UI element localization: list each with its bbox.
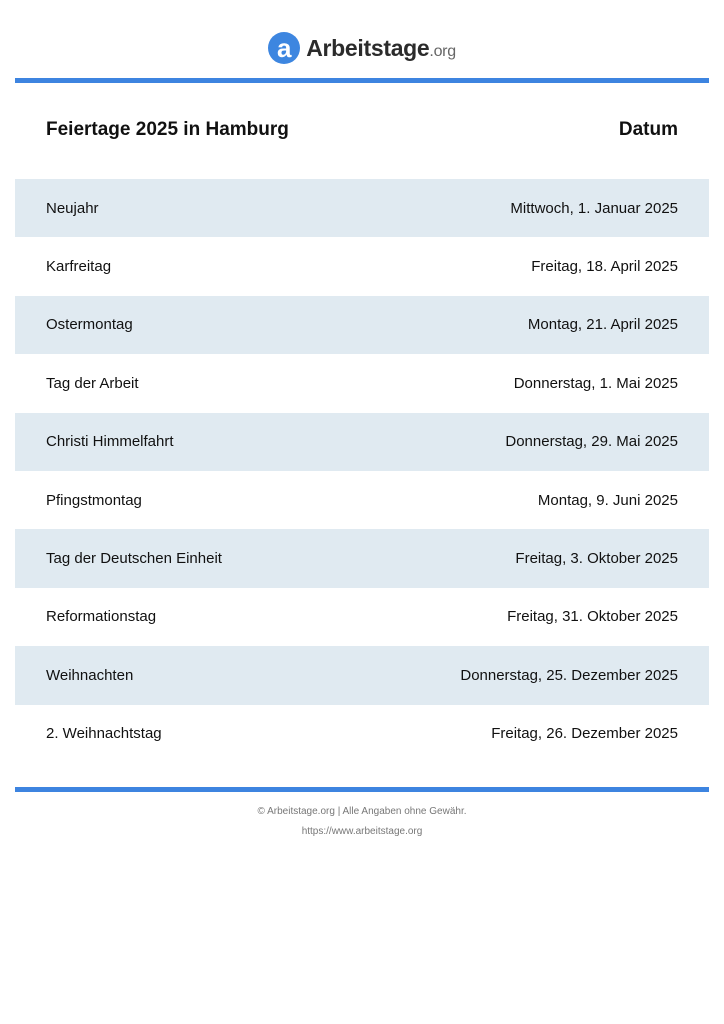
holiday-date: Montag, 9. Juni 2025: [537, 491, 678, 509]
table-row: Pfingstmontag Montag, 9. Juni 2025: [15, 471, 709, 529]
holiday-date: Freitag, 3. Oktober 2025: [515, 550, 678, 568]
table-row: Reformationstag Freitag, 31. Oktober 2025: [15, 588, 709, 646]
holiday-name: 2. Weihnachtstag: [46, 725, 162, 743]
footer-copyright: © Arbeitstage.org | Alle Angaben ohne Ge…: [257, 806, 467, 817]
holiday-name: Reformationstag: [46, 608, 157, 626]
logo: a Arbeitstage.org: [0, 32, 724, 64]
holiday-date: Donnerstag, 1. Mai 2025: [513, 374, 678, 392]
table-row: Christi Himmelfahrt Donnerstag, 29. Mai 2…: [15, 412, 709, 471]
footer-url[interactable]: https://www.arbeitstage.org: [301, 826, 423, 837]
holiday-date: Donnerstag, 25. Dezember 2025: [460, 666, 678, 684]
table-header: Feiertage 2025 in Hamburg Datum: [46, 119, 678, 141]
holiday-date: Freitag, 18. April 2025: [531, 258, 678, 276]
table-row: Neujahr Mittwoch, 1. Januar 2025: [15, 179, 709, 238]
date-column-header: Datum: [618, 119, 678, 140]
table-row: Tag der Arbeit Donnerstag, 1. Mai 2025: [15, 354, 709, 412]
table-row: Tag der Deutschen Einheit Freitag, 3. Okt…: [15, 529, 709, 588]
holiday-name: Neujahr: [46, 199, 99, 217]
at-sign-logo-icon: a: [268, 32, 301, 64]
page-title: Feiertage 2025 in Hamburg: [46, 119, 289, 140]
table-row: Weihnachten Donnerstag, 25. Dezember 2025: [15, 646, 709, 705]
holiday-name: Pfingstmontag: [46, 491, 142, 509]
holiday-date: Mittwoch, 1. Januar 2025: [510, 199, 678, 217]
holiday-date: Freitag, 31. Oktober 2025: [507, 608, 678, 626]
holiday-name: Karfreitag: [46, 258, 112, 276]
holiday-date: Freitag, 26. Dezember 2025: [491, 725, 678, 743]
holiday-name: Tag der Arbeit: [46, 374, 139, 392]
table-row: 2. Weihnachtstag Freitag, 26. Dezember 20…: [15, 705, 709, 763]
holiday-date: Montag, 21. April 2025: [527, 316, 678, 334]
top-divider: [15, 78, 709, 83]
holiday-name: Tag der Deutschen Einheit: [46, 550, 222, 568]
table-row: Ostermontag Montag, 21. April 2025: [15, 295, 709, 355]
logo-name: Arbeitstage: [306, 34, 430, 61]
holiday-date: Donnerstag, 29. Mai 2025: [505, 433, 678, 451]
holiday-name: Weihnachten: [46, 666, 134, 684]
table-row: Karfreitag Freitag, 18. April 2025: [15, 237, 709, 295]
holiday-name: Ostermontag: [46, 316, 133, 334]
logo-tld: .org: [429, 42, 456, 60]
logo-text: Arbeitstage.org: [306, 35, 456, 62]
bottom-divider: [15, 787, 709, 792]
holiday-table: Neujahr Mittwoch, 1. Januar 2025 Karfreita…: [15, 179, 709, 763]
holiday-name: Christi Himmelfahrt: [46, 433, 174, 451]
